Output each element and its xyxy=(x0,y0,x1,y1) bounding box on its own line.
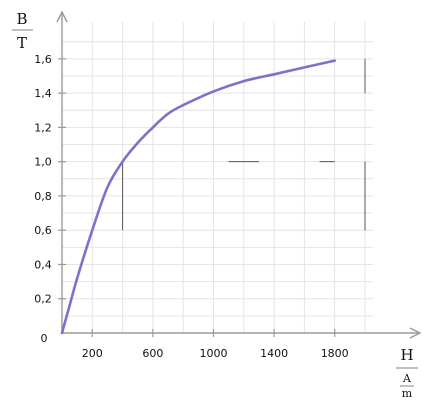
x-tick-label: 1000 xyxy=(200,347,228,360)
x-axis-label-unit-denominator: m xyxy=(402,387,413,400)
series xyxy=(60,59,336,335)
axes xyxy=(56,10,422,339)
y-tick-label: 0,2 xyxy=(34,293,52,306)
y-tick-label: 1,0 xyxy=(34,156,52,169)
y-tick-label: 1,4 xyxy=(34,87,52,100)
y-axis-label: B T xyxy=(12,10,33,52)
y-axis-label-denominator: T xyxy=(17,34,27,52)
x-axis-label-unit-numerator: A xyxy=(402,372,412,385)
x-axis-label: H A m xyxy=(396,346,418,400)
x-axis-label-numerator: H xyxy=(400,346,413,364)
x-axis-arrow xyxy=(409,327,422,339)
y-tick-label: 0,4 xyxy=(34,258,52,271)
grid xyxy=(62,22,373,333)
ticks: 0,2 0,4 0,6 0,8 1,0 1,2 1,4 1,6 200 600 1000 1400 18… xyxy=(34,53,348,360)
origin-label: 0 xyxy=(41,332,48,345)
y-axis-label-numerator: B xyxy=(16,10,27,28)
y-tick-label: 0,6 xyxy=(34,224,52,237)
x-tick-label: 200 xyxy=(82,347,103,360)
x-tick-label: 1400 xyxy=(260,347,288,360)
y-tick-label: 1,2 xyxy=(34,121,52,134)
y-axis-arrow xyxy=(56,10,68,23)
x-tick-label: 600 xyxy=(142,347,163,360)
y-tick-label: 1,6 xyxy=(34,53,52,66)
guide-lines xyxy=(122,58,366,231)
y-tick-label: 0,8 xyxy=(34,190,52,203)
bh-curve-line xyxy=(60,59,336,335)
x-tick-label: 1800 xyxy=(321,347,349,360)
